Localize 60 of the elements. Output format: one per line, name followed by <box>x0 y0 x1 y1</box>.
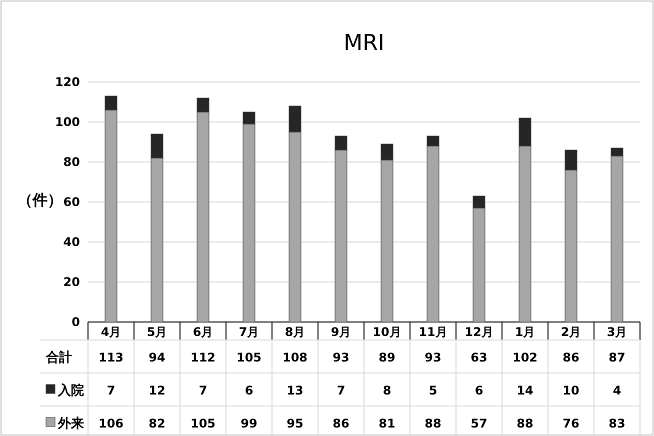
data-label: 88 <box>516 416 534 430</box>
x-tick-label: 4月 <box>100 325 122 339</box>
y-axis-title: （件） <box>18 191 62 209</box>
total-label: 105 <box>236 350 262 364</box>
x-tick-label: 6月 <box>192 325 214 339</box>
data-label: 13 <box>286 384 304 398</box>
total-label: 86 <box>562 350 580 364</box>
chart-title: MRI <box>344 31 384 56</box>
x-tick-label: 12月 <box>464 325 494 339</box>
y-tick-label: 60 <box>63 195 80 209</box>
data-label: 76 <box>562 416 580 430</box>
y-tick-label: 80 <box>63 155 80 169</box>
total-label: 113 <box>98 350 124 364</box>
total-label: 93 <box>424 350 442 364</box>
legend-label: 入院 <box>57 382 84 398</box>
total-label: 102 <box>512 350 538 364</box>
x-tick-label: 2月 <box>560 325 582 339</box>
total-label: 108 <box>282 350 308 364</box>
data-label: 95 <box>286 416 304 430</box>
data-label: 88 <box>424 416 442 430</box>
text: 合計 <box>45 350 72 366</box>
x-tick-label: 9月 <box>330 325 352 339</box>
data-label: 6 <box>244 384 254 398</box>
total-label: 89 <box>378 350 396 364</box>
x-tick-label: 5月 <box>146 325 168 339</box>
x-tick-label: 3月 <box>606 325 628 339</box>
data-label: 14 <box>516 384 534 398</box>
legend-label: 外来 <box>57 416 84 432</box>
data-label: 7 <box>336 384 346 398</box>
x-tick-label: 10月 <box>372 325 402 339</box>
data-label: 12 <box>148 384 166 398</box>
y-tick-label: 40 <box>63 235 80 249</box>
data-label: 82 <box>148 416 166 430</box>
data-label: 5 <box>428 384 438 398</box>
x-tick-label: 1月 <box>514 325 536 339</box>
total-label: 94 <box>148 350 166 364</box>
y-tick-label: 20 <box>63 275 80 289</box>
data-label: 7 <box>106 384 116 398</box>
data-label: 81 <box>378 416 396 430</box>
data-label: 105 <box>190 416 216 430</box>
data-label: 6 <box>474 384 484 398</box>
x-tick-label: 7月 <box>238 325 260 339</box>
data-label: 7 <box>198 384 208 398</box>
data-label: 10 <box>562 384 580 398</box>
data-label: 4 <box>612 384 622 398</box>
x-tick-label: 11月 <box>418 325 448 339</box>
data-label: 86 <box>332 416 350 430</box>
total-label: 87 <box>608 350 626 364</box>
data-label: 8 <box>382 384 392 398</box>
data-label: 57 <box>470 416 488 430</box>
total-label: 93 <box>332 350 350 364</box>
y-tick-label: 120 <box>54 75 80 89</box>
data-label: 99 <box>240 416 258 430</box>
data-label: 106 <box>98 416 124 430</box>
total-label: 112 <box>190 350 216 364</box>
y-tick-label: 100 <box>54 115 80 129</box>
x-tick-label: 8月 <box>284 325 306 339</box>
y-tick-label: 0 <box>72 315 80 329</box>
total-label: 63 <box>470 350 488 364</box>
data-label: 83 <box>608 416 626 430</box>
